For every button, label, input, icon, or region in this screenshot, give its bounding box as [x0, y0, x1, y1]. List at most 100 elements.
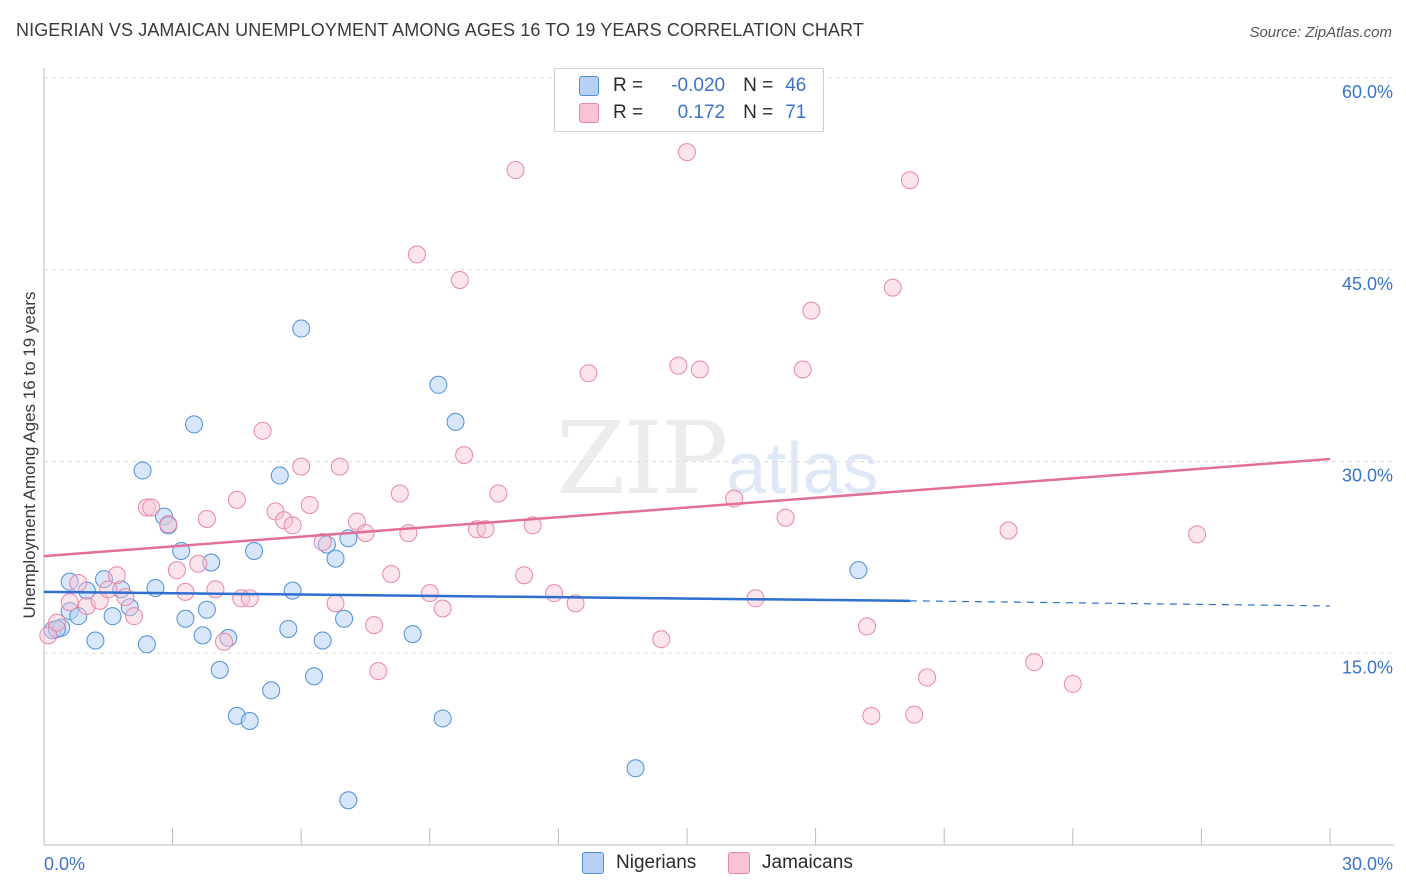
- legend-n-label: N =: [743, 102, 774, 123]
- nigerians-trend-extension: [909, 600, 1331, 607]
- legend-item-nigerians[interactable]: Nigerians: [582, 852, 696, 874]
- legend-n-label: N =: [743, 75, 774, 96]
- nigerians-point: [197, 600, 216, 619]
- nigerians-point: [133, 461, 152, 480]
- jamaicans-point: [369, 662, 388, 681]
- jamaicans-point: [142, 498, 161, 517]
- nigerians-point: [120, 598, 139, 617]
- jamaicans-point: [227, 490, 246, 509]
- chart-title: NIGERIAN VS JAMAICAN UNEMPLOYMENT AMONG …: [16, 20, 864, 40]
- jamaicans-point: [39, 626, 58, 645]
- jamaicans-point: [330, 457, 349, 476]
- jamaicans-point: [669, 356, 688, 375]
- jamaicans-point: [476, 520, 495, 539]
- nigerians-point: [176, 609, 195, 628]
- bottom-legend: Nigerians Jamaicans: [0, 852, 1406, 878]
- jamaicans-point: [197, 510, 216, 529]
- jamaicans-trend-line: [43, 457, 1331, 558]
- nigerians-point: [339, 791, 358, 810]
- nigerians-point: [292, 319, 311, 338]
- jamaicans-point: [176, 582, 195, 601]
- nigerians-point: [270, 466, 289, 485]
- nigerians-point: [103, 607, 122, 626]
- nigerians-point: [326, 549, 345, 568]
- jamaicans-point: [862, 706, 881, 725]
- nigerians-point: [262, 681, 281, 700]
- nigerians-point: [313, 631, 332, 650]
- jamaicans-point: [116, 588, 135, 607]
- jamaicans-point: [999, 521, 1018, 540]
- jamaicans-point: [215, 632, 234, 651]
- jamaicans-point: [802, 301, 821, 320]
- legend-r-label: R =: [613, 75, 644, 96]
- legend-r-label: R =: [613, 102, 644, 123]
- nigerians-point: [86, 631, 105, 650]
- legend-item-jamaicans[interactable]: Jamaicans: [728, 852, 853, 874]
- jamaicans-point: [167, 561, 186, 580]
- jamaicans-point: [159, 515, 178, 534]
- jamaicans-point: [240, 589, 259, 608]
- stats-legend: R = -0.020 N = 46 R = 0.172 N = 71: [554, 68, 824, 132]
- jamaicans-point: [382, 564, 401, 583]
- legend-label-nigerians: Nigerians: [616, 852, 697, 873]
- jamaicans-point: [905, 705, 924, 724]
- jamaicans-point: [545, 584, 564, 603]
- jamaicans-point: [125, 607, 144, 626]
- jamaicans-point: [313, 533, 332, 552]
- nigerians-point: [202, 553, 221, 572]
- jamaicans-point: [390, 484, 409, 503]
- jamaicans-point: [690, 360, 709, 379]
- nigerians-point: [185, 415, 204, 434]
- legend-label-jamaicans: Jamaicans: [762, 852, 853, 873]
- y-tick-label: 45.0%: [1342, 274, 1393, 294]
- nigerians-point: [849, 561, 868, 580]
- nigerians-point: [446, 412, 465, 431]
- nigerians-point: [403, 625, 422, 644]
- jamaicans-point: [515, 566, 534, 585]
- jamaicans-point: [450, 270, 469, 289]
- watermark-zip: ZIP: [556, 400, 728, 517]
- jamaicans-point: [137, 498, 156, 517]
- jamaicans-point: [566, 594, 585, 613]
- nigerians-swatch: [579, 76, 599, 96]
- legend-r-value: 0.172: [677, 102, 726, 123]
- nigerians-point: [137, 635, 156, 654]
- legend-row-jamaicans: R = 0.172 N = 71: [579, 101, 806, 125]
- x-tick-label: 0.0%: [44, 854, 85, 874]
- jamaicans-point: [776, 508, 795, 527]
- jamaicans-point: [420, 584, 439, 603]
- jamaicans-point: [206, 580, 225, 599]
- jamaicans-point: [300, 495, 319, 514]
- jamaicans-point: [283, 516, 302, 535]
- source-label: Source: ZipAtlas.com: [1249, 24, 1392, 41]
- nigerians-point: [433, 709, 452, 728]
- jamaicans-point: [253, 421, 272, 440]
- jamaicans-point: [407, 245, 426, 264]
- y-tick-label: 15.0%: [1342, 657, 1393, 677]
- legend-row-nigerians: R = -0.020 N = 46: [579, 74, 806, 98]
- jamaicans-point: [1025, 653, 1044, 672]
- jamaicans-point: [60, 593, 79, 612]
- y-tick-label: 60.0%: [1342, 82, 1393, 102]
- jamaicans-point: [523, 516, 542, 535]
- nigerians-point: [279, 619, 298, 638]
- nigerians-point: [245, 541, 264, 560]
- nigerians-point: [335, 609, 354, 628]
- jamaicans-point: [793, 360, 812, 379]
- jamaicans-point: [189, 554, 208, 573]
- jamaicans-point: [275, 511, 294, 530]
- nigerians-point: [240, 712, 259, 731]
- nigerians-point: [429, 375, 448, 394]
- jamaicans-point: [107, 566, 126, 585]
- jamaicans-point: [1188, 525, 1207, 544]
- nigerians-point: [193, 626, 212, 645]
- nigerians-point: [283, 581, 302, 600]
- nigerians-point: [305, 667, 324, 686]
- jamaicans-swatch: [579, 103, 599, 123]
- jamaicans-point: [292, 457, 311, 476]
- jamaicans-point: [326, 594, 345, 613]
- jamaicans-point: [883, 278, 902, 297]
- jamaicans-point: [1063, 674, 1082, 693]
- jamaicans-point: [652, 630, 671, 649]
- jamaicans-point: [69, 573, 88, 592]
